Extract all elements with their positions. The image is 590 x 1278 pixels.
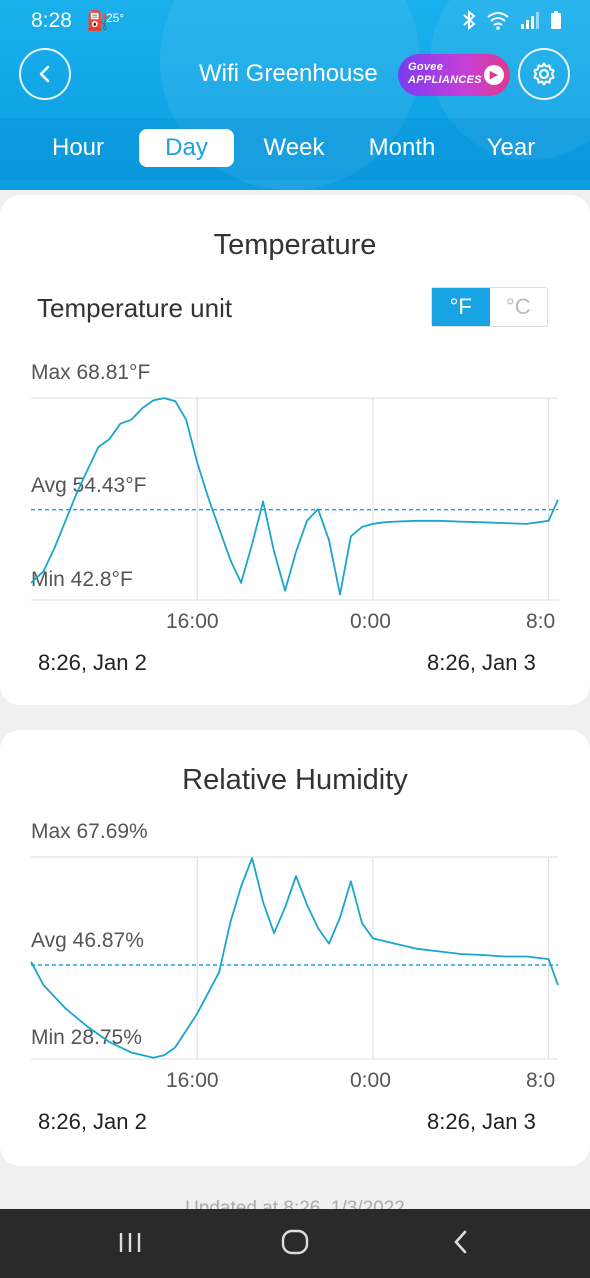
tab-year[interactable]: Year (486, 134, 536, 161)
temperature-avg: Avg 54.43°F (31, 474, 147, 497)
temperature-range-start: 8:26, Jan 2 (38, 650, 147, 675)
temperature-range-end: 8:26, Jan 3 (427, 650, 536, 675)
humidity-range-start: 8:26, Jan 2 (38, 1109, 147, 1134)
promo-line2: APPLIANCES (408, 74, 482, 86)
humidity-chart (30, 856, 559, 1060)
bluetooth-icon (463, 10, 476, 30)
humidity-min: Min 28.75% (31, 1026, 142, 1049)
system-nav-bar (0, 1209, 590, 1278)
humidity-range-end: 8:26, Jan 3 (427, 1109, 536, 1134)
humidity-x-tick: 16:00 (166, 1069, 219, 1092)
temperature-unit-label: Temperature unit (37, 293, 233, 323)
temperature-max: Max 68.81°F (31, 361, 151, 384)
humidity-max: Max 67.69% (31, 820, 148, 843)
promo-line1: Govee (408, 61, 444, 73)
temperature-x-tick: 16:00 (166, 610, 219, 633)
page-title: Wifi Greenhouse (199, 60, 378, 87)
temperature-series-line (30, 397, 559, 596)
back-nav-icon[interactable] (447, 1227, 475, 1257)
wifi-icon (487, 12, 509, 30)
unit-toggle: °F °C (431, 287, 548, 327)
back-button[interactable] (19, 48, 71, 100)
chevron-left-icon (39, 65, 50, 83)
tab-week[interactable]: Week (263, 134, 325, 161)
humidity-x-tick: 8:0 (526, 1069, 556, 1092)
tab-month[interactable]: Month (368, 134, 436, 161)
promo-badge[interactable]: Govee APPLIANCES ▶ (398, 54, 510, 96)
humidity-x-tick: 0:00 (350, 1069, 391, 1092)
humidity-title: Relative Humidity (182, 764, 408, 796)
tab-hour[interactable]: Hour (51, 134, 105, 161)
battery-icon (551, 11, 561, 29)
app-header: 8:28 ⛽ 25° Wifi Greenhouse Govee APPLIAN… (0, 0, 590, 190)
temperature-min: Min 42.8°F (31, 568, 133, 591)
unit-fahrenheit-button[interactable]: °F (432, 288, 490, 326)
period-tabs: Hour Day Week Month Year (0, 118, 590, 180)
temperature-x-tick: 8:0 (526, 610, 556, 633)
unit-celsius-button[interactable]: °C (505, 294, 531, 319)
humidity-card: Relative Humidity Max 67.69% Avg 46.87% … (0, 730, 590, 1166)
humidity-series-line (30, 857, 559, 1059)
status-time: 8:28 (31, 9, 72, 32)
status-temp: 25° (106, 11, 125, 25)
notification-icon: ⛽ (86, 11, 110, 32)
temperature-card: Temperature Temperature unit °F °C Max 6… (0, 195, 590, 705)
temperature-x-tick: 0:00 (350, 610, 391, 633)
temperature-title: Temperature (213, 229, 377, 261)
tab-day[interactable]: Day (139, 129, 234, 167)
humidity-avg: Avg 46.87% (31, 929, 144, 952)
play-icon: ▶ (484, 65, 504, 85)
home-icon[interactable] (280, 1227, 310, 1257)
settings-button[interactable] (518, 48, 570, 100)
recent-apps-icon[interactable] (116, 1227, 144, 1257)
temperature-chart (30, 397, 559, 601)
gear-icon (533, 62, 555, 86)
status-icons (462, 10, 562, 30)
signal-icon (521, 12, 539, 29)
status-bar: 8:28 ⛽ 25° (0, 0, 590, 44)
